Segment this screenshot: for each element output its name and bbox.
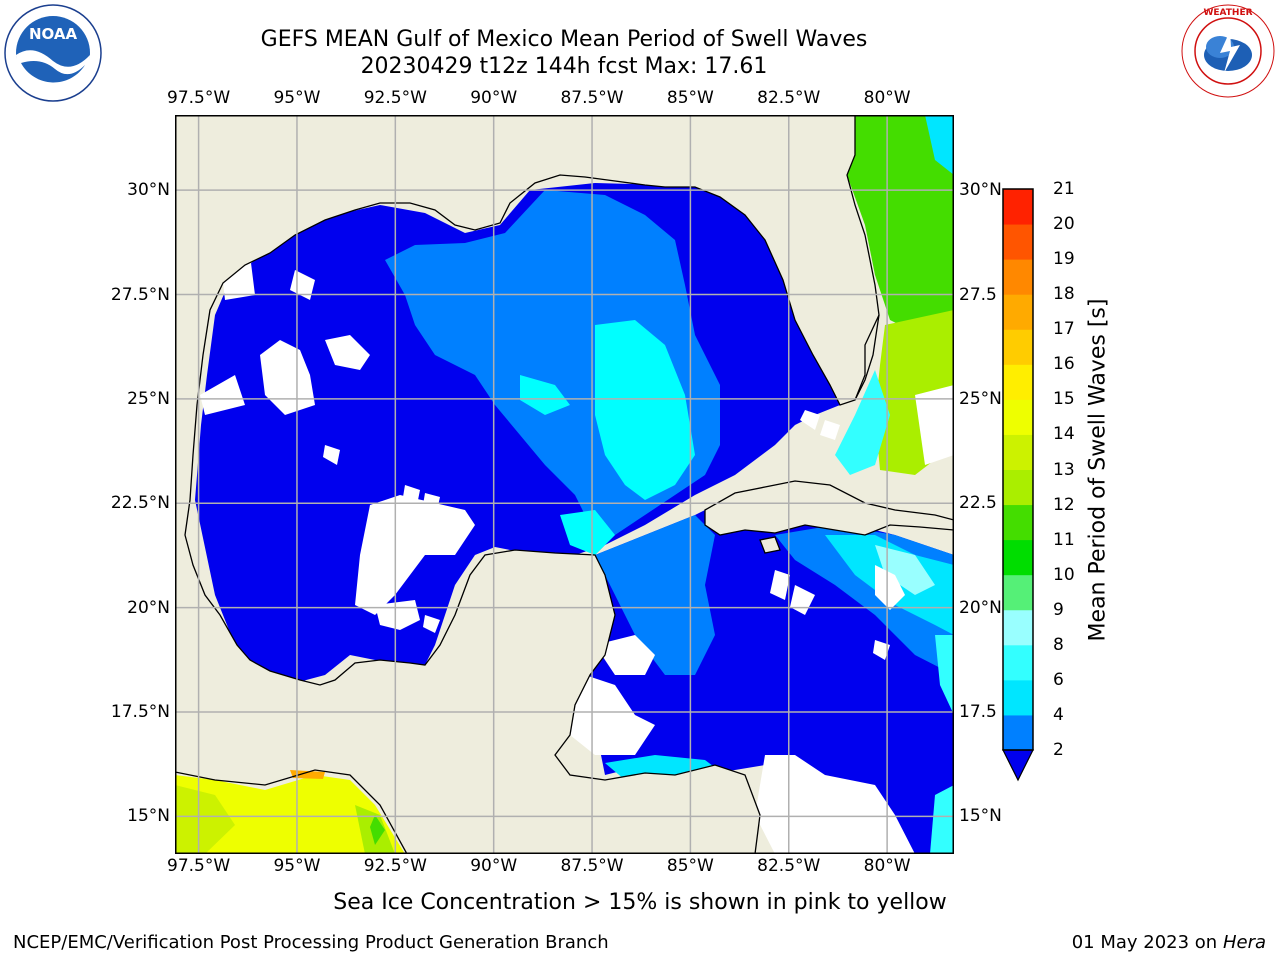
lat-tick-label-left: 22.5°N <box>110 493 170 514</box>
colorbar-tick-label: 18 <box>1053 284 1075 305</box>
colorbar-block <box>1003 259 1033 295</box>
colorbar-tick-label: 19 <box>1053 249 1075 270</box>
atlantic-swell-field <box>840 115 954 335</box>
colorbar-tick-label: 20 <box>1053 214 1075 235</box>
host-name: Hera <box>1222 932 1266 953</box>
colorbar-block <box>1003 189 1033 225</box>
cuba <box>704 480 954 536</box>
colorbar-tick-label: 12 <box>1053 494 1075 515</box>
no-data-patches <box>200 255 954 854</box>
colorbar-block <box>1003 714 1033 751</box>
lat-tick-label-left: 15°N <box>127 806 170 827</box>
colorbar-block <box>1003 644 1033 681</box>
lat-tick-label-right: 27.5 <box>959 284 997 305</box>
map-gridlines <box>175 115 954 854</box>
colorbar-tick-label: 10 <box>1053 564 1075 585</box>
lon-tick-label-top: 85°W <box>666 88 714 108</box>
nws-logo: WEATHER <box>1181 4 1275 98</box>
svg-text:WEATHER: WEATHER <box>1203 8 1252 18</box>
map-border <box>175 115 954 854</box>
land-masses <box>175 115 954 854</box>
swell-4-6s-region <box>595 320 695 500</box>
lat-tick-label-right: 15°N <box>959 806 1002 827</box>
lat-tick-label-right: 22.5 <box>959 493 997 514</box>
credit-text: NCEP/EMC/Verification Post Processing Pr… <box>13 932 609 953</box>
colorbar-block <box>1003 224 1033 260</box>
lon-tick-label-bottom: 85°W <box>666 856 714 876</box>
lat-tick-label-left: 20°N <box>127 597 170 618</box>
map-plot <box>175 115 954 854</box>
lat-tick-label-right: 25°N <box>959 388 1002 409</box>
lon-tick-label-bottom: 95°W <box>273 856 321 876</box>
lon-tick-label-bottom: 87.5°W <box>560 856 624 876</box>
title-line-1: GEFS MEAN Gulf of Mexico Mean Period of … <box>260 27 868 52</box>
lon-tick-label-top: 82.5°W <box>757 88 821 108</box>
lon-tick-label-bottom: 82.5°W <box>757 856 821 876</box>
lat-tick-label-right: 30°N <box>959 180 1002 201</box>
colorbar-tick-label: 16 <box>1053 354 1075 375</box>
colorbar-block <box>1003 364 1033 400</box>
colorbar-block <box>1003 504 1033 541</box>
lat-tick-label-right: 17.5 <box>959 702 997 723</box>
lon-tick-label-top: 80°W <box>863 88 911 108</box>
lon-tick-label-top: 97.5°W <box>167 88 231 108</box>
colorbar-tick-label: 15 <box>1053 389 1075 410</box>
colorbar-tick-label: 21 <box>1053 179 1075 199</box>
colorbar-tick-label: 9 <box>1053 599 1064 620</box>
title-line-2: 20230429 t12z 144h fcst Max: 17.61 <box>360 54 768 79</box>
date-stamp: 01 May 2023 on Hera <box>1072 932 1266 953</box>
noaa-logo: NOAA <box>4 4 102 102</box>
colorbar-tick-label: 11 <box>1053 529 1075 550</box>
colorbar-under-triangle <box>1002 749 1034 782</box>
pacific-swell-field <box>175 775 405 854</box>
colorbar-block <box>1003 434 1033 470</box>
colorbar-block <box>1003 679 1033 716</box>
lon-tick-label-top: 92.5°W <box>363 88 427 108</box>
lon-tick-label-top: 90°W <box>470 88 518 108</box>
colorbar-tick-label: 4 <box>1053 704 1064 725</box>
colorbar-block <box>1003 539 1033 576</box>
lon-tick-label-bottom: 80°W <box>863 856 911 876</box>
colorbar-tick-label: 14 <box>1053 424 1075 445</box>
lat-tick-label-right: 20°N <box>959 597 1002 618</box>
date-text: 01 May 2023 on <box>1071 932 1218 953</box>
noaa-logo-text: NOAA <box>29 25 78 43</box>
colorbar <box>1002 188 1034 782</box>
lat-tick-label-left: 30°N <box>127 180 170 201</box>
sea-ice-note: Sea Ice Concentration > 15% is shown in … <box>0 890 1280 915</box>
colorbar-frame <box>1002 188 1034 751</box>
colorbar-tick-label: 8 <box>1053 634 1064 655</box>
colorbar-block <box>1003 469 1033 506</box>
colorbar-tick-label: 17 <box>1053 319 1075 340</box>
chart-title: GEFS MEAN Gulf of Mexico Mean Period of … <box>180 26 948 80</box>
lon-tick-label-top: 95°W <box>273 88 321 108</box>
lon-tick-label-bottom: 97.5°W <box>167 856 231 876</box>
lat-tick-label-left: 17.5°N <box>110 702 170 723</box>
colorbar-block <box>1003 329 1033 365</box>
lat-tick-label-left: 25°N <box>127 388 170 409</box>
lon-tick-label-top: 87.5°W <box>560 88 624 108</box>
colorbar-block <box>1003 574 1033 611</box>
colorbar-tick-label: 6 <box>1053 669 1064 690</box>
colorbar-tick-label: 13 <box>1053 459 1075 480</box>
colorbar-tick-label: 2 <box>1053 740 1064 760</box>
colorbar-block <box>1003 399 1033 435</box>
colorbar-block <box>1003 294 1033 330</box>
colorbar-title: Mean Period of Swell Waves [s] <box>1085 298 1111 642</box>
colorbar-block <box>1003 609 1033 646</box>
sea-ice-note-text: Sea Ice Concentration > 15% is shown in … <box>333 890 947 915</box>
us-gulf-coast <box>175 115 880 854</box>
lon-tick-label-bottom: 92.5°W <box>363 856 427 876</box>
lon-tick-label-bottom: 90°W <box>470 856 518 876</box>
lat-tick-label-left: 27.5°N <box>110 284 170 305</box>
